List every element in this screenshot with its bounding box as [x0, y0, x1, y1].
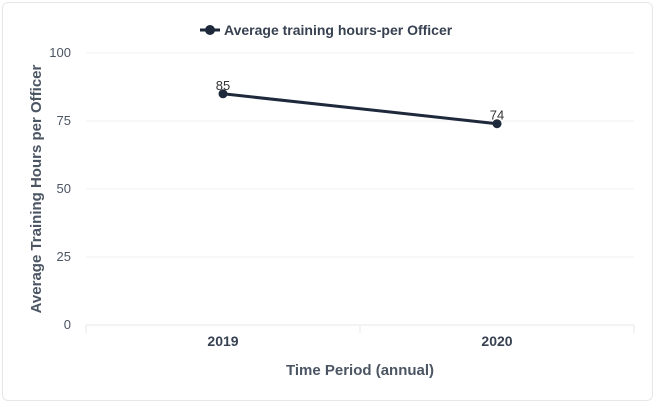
- y-tick-label-100: 100: [49, 45, 71, 60]
- x-tick-label-2019: 2019: [207, 333, 238, 349]
- x-axis: 2019 2020: [85, 324, 635, 349]
- legend[interactable]: Average training hours-per Officer: [200, 22, 453, 38]
- series-line: [222, 92, 498, 126]
- data-point-2019[interactable]: [218, 89, 228, 99]
- data-label-2020: 74: [490, 108, 504, 123]
- legend-swatch-marker: [205, 25, 215, 35]
- data-point-2020[interactable]: [492, 119, 502, 129]
- y-tick-label-75: 75: [57, 113, 71, 128]
- y-tick-label-25: 25: [57, 249, 71, 264]
- y-tick-label-50: 50: [57, 181, 71, 196]
- y-axis-ticks: 0 25 50 75 100: [49, 45, 71, 332]
- y-axis-title: Average Training Hours per Officer: [28, 65, 45, 314]
- data-label-2019: 85: [216, 78, 230, 93]
- x-axis-title: Time Period (annual): [286, 362, 434, 379]
- y-tick-label-0: 0: [64, 317, 71, 332]
- series-layer: 85 74: [216, 78, 504, 129]
- gridlines: [86, 52, 634, 258]
- chart-card: [2, 2, 653, 401]
- x-tick-label-2020: 2020: [481, 333, 512, 349]
- legend-label: Average training hours-per Officer: [224, 22, 453, 38]
